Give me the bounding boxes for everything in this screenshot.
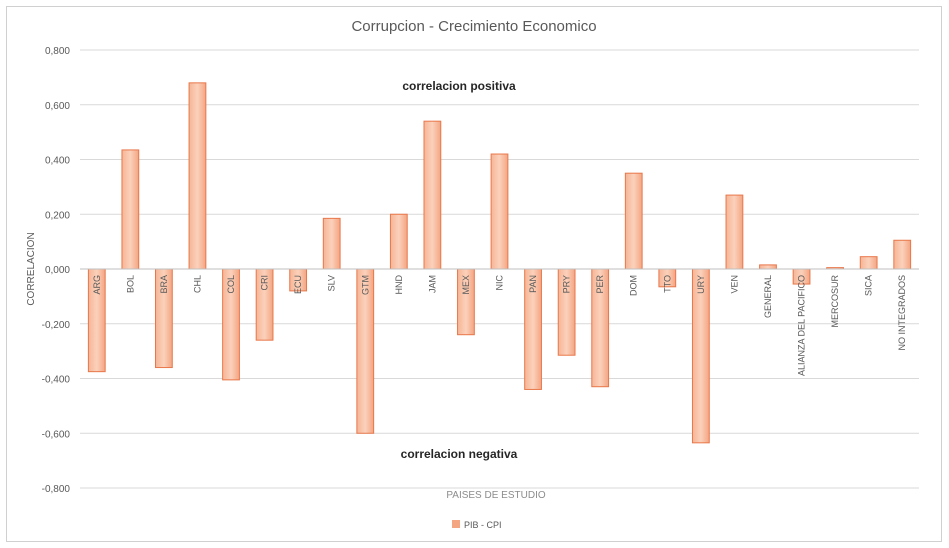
legend-label: PIB - CPI xyxy=(464,520,502,530)
x-tick-label: GTM xyxy=(360,275,370,295)
x-tick-label: PER xyxy=(595,275,605,294)
y-tick-label: 0,000 xyxy=(45,265,70,276)
bar xyxy=(188,82,207,270)
y-tick-label: 0,400 xyxy=(45,156,70,167)
bar xyxy=(859,256,878,270)
bar xyxy=(389,213,408,270)
bar xyxy=(322,217,341,270)
chart-frame: Corrupcion - Crecimiento Economico CORRE… xyxy=(6,6,942,542)
y-axis-label: CORRELACION xyxy=(26,232,37,305)
x-tick-label: MERCOSUR xyxy=(830,275,840,328)
x-tick-label: HND xyxy=(394,275,404,295)
bar xyxy=(423,120,442,270)
y-tick-label: 0,800 xyxy=(45,46,70,57)
y-tick-label: -0,200 xyxy=(42,320,71,331)
x-tick-label: VEN xyxy=(729,275,739,294)
bars xyxy=(80,82,919,444)
bar xyxy=(691,268,710,444)
y-tick-label: -0,400 xyxy=(42,375,71,386)
x-tick-label: JAM xyxy=(427,275,437,293)
x-tick-label: CRI xyxy=(260,275,270,291)
x-tick-label: SLV xyxy=(327,275,337,291)
bar xyxy=(759,264,777,270)
y-tick-label: 0,600 xyxy=(45,101,70,112)
x-tick-label: PAN xyxy=(528,275,538,293)
x-tick-label: MEX xyxy=(461,275,471,295)
chart-title: Corrupcion - Crecimiento Economico xyxy=(351,18,596,35)
x-tick-label: GENERAL xyxy=(763,275,773,318)
x-tick-label: BOL xyxy=(125,275,135,293)
x-tick-label: NO INTEGRADOS xyxy=(897,275,907,351)
x-axis-label: PAISES DE ESTUDIO xyxy=(446,490,546,501)
y-tick-label: -0,800 xyxy=(42,484,71,495)
x-tick-label: ECU xyxy=(293,275,303,294)
x-tick-label: CHL xyxy=(192,275,202,293)
y-tick-label: 0,200 xyxy=(45,210,70,221)
legend: PIB - CPI xyxy=(452,520,502,530)
x-tick-label: ALIANZA DEL PACIFICO xyxy=(797,275,807,376)
x-tick-labels: ARG BOL BRA CHL COL CRI ECU SLV GTM HND JAM MEX NIC P… xyxy=(92,275,907,377)
x-tick-label: URY xyxy=(696,275,706,294)
x-tick-label: SICA xyxy=(864,275,874,296)
x-tick-label: TTO xyxy=(662,275,672,293)
x-tick-label: DOM xyxy=(629,275,639,296)
bar xyxy=(490,153,509,270)
y-tick-label: -0,600 xyxy=(42,429,71,440)
annotation-negative: correlacion negativa xyxy=(401,447,518,461)
x-tick-label: ARG xyxy=(92,275,102,295)
x-tick-label: BRA xyxy=(159,275,169,294)
x-tick-label: COL xyxy=(226,275,236,294)
x-tick-label: PRY xyxy=(562,275,572,293)
bar xyxy=(624,172,643,270)
chart: Corrupcion - Crecimiento Economico CORRE… xyxy=(26,18,919,530)
annotation-positive: correlacion positiva xyxy=(402,79,516,93)
legend-swatch xyxy=(452,520,460,528)
grid: 0,800 0,600 0,400 0,200 0,000 -0,200 -0,400 -0,… xyxy=(42,46,919,495)
bar xyxy=(893,239,912,270)
bar xyxy=(725,194,744,270)
x-tick-label: NIC xyxy=(495,275,505,291)
bar xyxy=(121,149,140,270)
